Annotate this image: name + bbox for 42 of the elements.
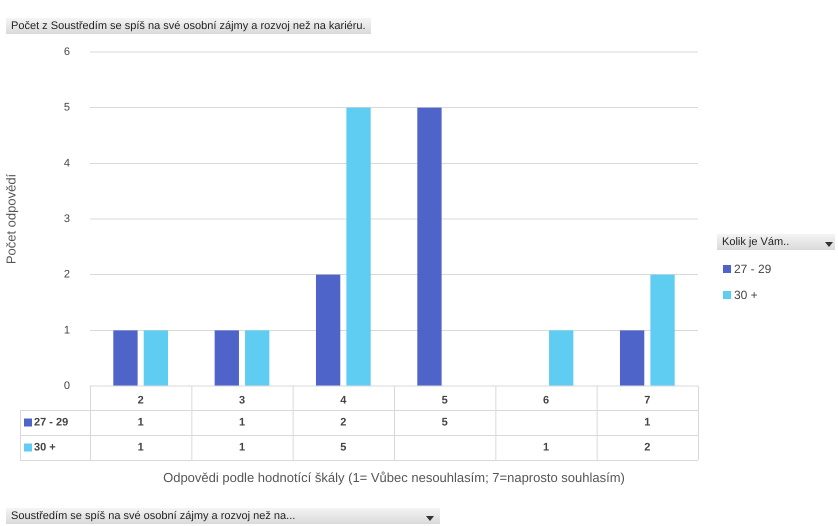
- legend-label: 27 - 29: [34, 416, 68, 429]
- y-tick-label: 2: [64, 268, 70, 281]
- x-tick-label: 4: [340, 394, 348, 407]
- x-tick-label: 3: [238, 394, 246, 407]
- data-label: 5: [340, 442, 346, 454]
- text: Soustředím se spíš na své osobní zájmy a rozvoj než na...: [11, 510, 296, 522]
- data-label: 1: [138, 416, 144, 429]
- y-tick-label: 0: [64, 380, 70, 392]
- bar: [417, 108, 442, 386]
- data-label: 1: [644, 416, 650, 429]
- data-label: 2: [644, 442, 650, 454]
- bar: [650, 274, 675, 386]
- bar: [113, 330, 138, 386]
- text: 27 - 29: [734, 262, 772, 276]
- bar: [214, 330, 239, 386]
- x-tick-label: 7: [644, 394, 650, 407]
- y-tick-label: 1: [64, 324, 70, 336]
- y-tick-label: 6: [64, 46, 70, 58]
- y-axis-title: Počet odpovědí: [3, 173, 18, 264]
- bar: [245, 330, 270, 386]
- data-label: 1: [542, 442, 550, 454]
- x-tick-label: 6: [542, 394, 550, 407]
- x-tick-label: 2: [138, 394, 144, 407]
- y-tick-label: 4: [64, 157, 70, 170]
- y-tick-label: 5: [64, 102, 70, 114]
- y-tick-label: 3: [64, 213, 70, 226]
- data-label: 5: [442, 416, 448, 429]
- data-label: 1: [238, 416, 246, 429]
- legend-label: 30 +: [734, 288, 758, 302]
- bar: [620, 330, 644, 386]
- data-label: 1: [238, 442, 246, 454]
- bar: [144, 330, 168, 386]
- x-tick-label: 5: [442, 394, 448, 407]
- chart-title: Počet z Soustředím se spíš na své osobní zájmy a rozvoj než na kariéru.: [11, 20, 366, 32]
- legend-title: Kolik je Vám..: [722, 236, 790, 248]
- data-label: 2: [340, 416, 346, 429]
- text: 30 +: [34, 442, 56, 454]
- x-axis-title: Odpovědi podle hodnotící škály (1= Vůbec nesouhlasím; 7=naprosto souhlasím): [163, 470, 625, 485]
- data-label: 1: [138, 442, 144, 454]
- bar: [549, 330, 574, 386]
- bar: [316, 274, 340, 386]
- bar: [346, 108, 371, 386]
